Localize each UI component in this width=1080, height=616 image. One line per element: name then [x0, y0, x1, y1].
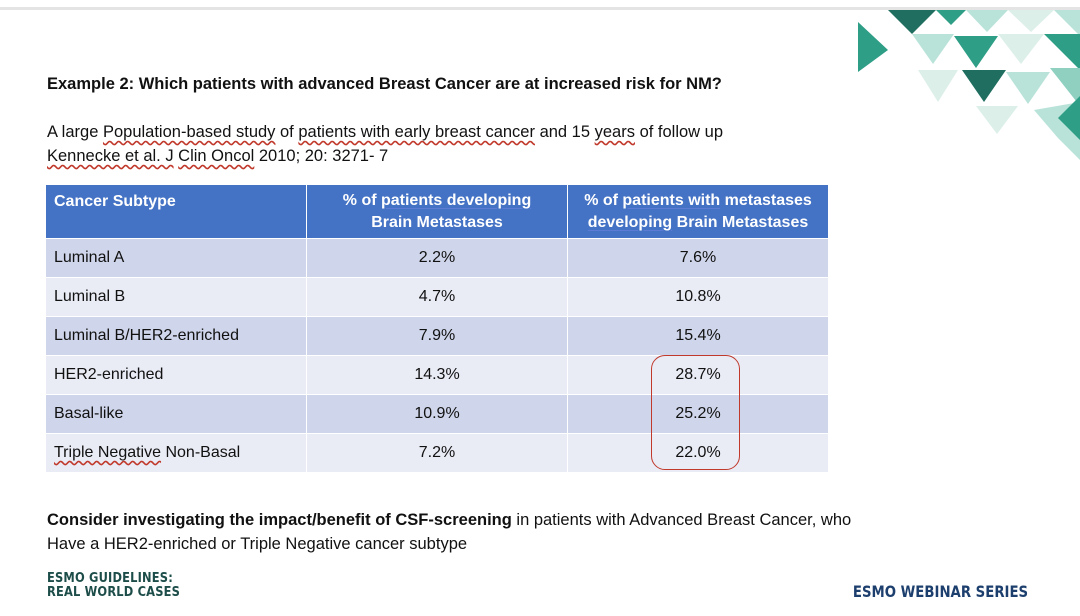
conclusion-line-2: Have a HER2-enriched or Triple Negative … [47, 535, 468, 553]
table-row: Luminal A 2.2% 7.6% [45, 238, 829, 278]
table-row: Basal-like 10.9% 25.2% [45, 394, 829, 434]
table-header-row: Cancer Subtype % of patients developing … [45, 184, 829, 239]
metastases-table: Cancer Subtype % of patients developing … [45, 184, 829, 473]
esmo-guidelines-logo: ESMO GUIDELINES: REAL WORLD CASES [47, 571, 181, 600]
cell-brain-pct: 2.2% [306, 238, 568, 278]
study-intro: A large Population-based study of patien… [47, 120, 723, 168]
intro-line-1: A large Population-based study of patien… [47, 123, 724, 141]
esmo-webinar-series-logo: ESMO WEBINAR SERIES [852, 582, 1028, 601]
cell-brain-pct: 14.3% [306, 355, 568, 395]
cell-metastases-pct: 10.8% [567, 277, 829, 317]
cell-metastases-pct: 22.0% [567, 433, 829, 473]
header-pct-metastases-brain: % of patients with metastases developing… [567, 184, 829, 239]
cell-metastases-pct: 15.4% [567, 316, 829, 356]
header-pct-brain-metastases: % of patients developing Brain Metastase… [306, 184, 568, 239]
cell-brain-pct: 7.2% [306, 433, 568, 473]
table-row: Triple Negative Non-Basal 7.2% 22.0% [45, 433, 829, 473]
cell-subtype: Luminal B/HER2-enriched [45, 316, 307, 356]
cell-metastases-pct: 25.2% [567, 394, 829, 434]
cell-brain-pct: 4.7% [306, 277, 568, 317]
cell-metastases-pct: 28.7% [567, 355, 829, 395]
cell-subtype: Luminal A [45, 238, 307, 278]
cell-subtype: Luminal B [45, 277, 307, 317]
conclusion-line-1: Consider investigating the impact/benefi… [47, 511, 852, 529]
cell-brain-pct: 10.9% [306, 394, 568, 434]
table-row: Luminal B/HER2-enriched 7.9% 15.4% [45, 316, 829, 356]
cell-subtype: Basal-like [45, 394, 307, 434]
cell-brain-pct: 7.9% [306, 316, 568, 356]
table-row: Luminal B 4.7% 10.8% [45, 277, 829, 317]
conclusion-text: Consider investigating the impact/benefi… [47, 508, 851, 556]
decorative-triangles [858, 10, 1080, 160]
table-row: HER2-enriched 14.3% 28.7% [45, 355, 829, 395]
slide-title: Example 2: Which patients with advanced … [47, 75, 722, 93]
highlight-annotation [651, 355, 740, 470]
cell-metastases-pct: 7.6% [567, 238, 829, 278]
top-rule [0, 7, 1080, 10]
citation: Kennecke et al. J Clin Oncol 2010; 20: 3… [47, 147, 389, 165]
cell-subtype: Triple Negative Non-Basal [45, 433, 307, 473]
header-cancer-subtype: Cancer Subtype [45, 184, 307, 239]
cell-subtype: HER2-enriched [45, 355, 307, 395]
